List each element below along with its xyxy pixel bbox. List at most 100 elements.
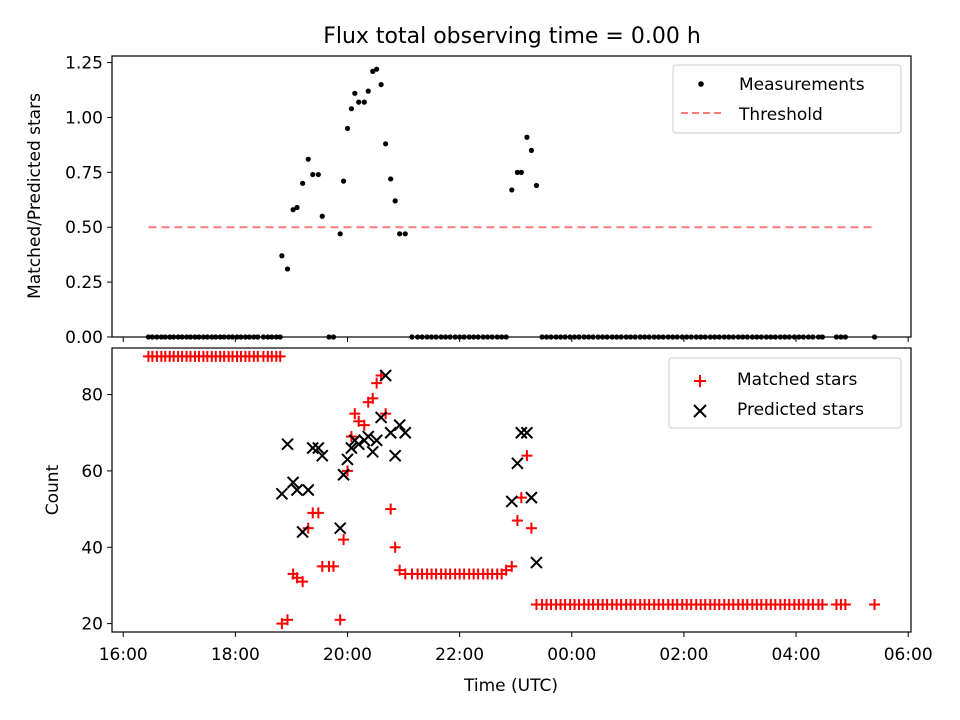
measurement-point	[656, 334, 662, 340]
matched-star-point	[297, 576, 309, 588]
measurement-point	[397, 231, 403, 237]
measurement-point	[670, 334, 676, 340]
predicted-star-point	[515, 426, 528, 439]
x-axis-label: Time (UTC)	[463, 676, 558, 696]
top-legend-box	[672, 64, 902, 134]
matched-star-point	[334, 614, 346, 626]
matched-star-point	[515, 492, 527, 504]
measurement-point	[471, 334, 477, 340]
measurement-point	[499, 334, 505, 340]
measurement-point	[452, 334, 458, 340]
measurement-point	[284, 266, 291, 272]
measurement-point	[221, 334, 227, 340]
predicted-star-point	[281, 437, 294, 451]
measurement-point	[716, 334, 722, 340]
measurement-point	[171, 334, 177, 340]
top-y-tick-label: 1.00	[65, 108, 103, 128]
bottom-y-tick-label: 60	[81, 462, 103, 482]
bottom-y-tick-label: 20	[81, 615, 103, 635]
measurement-point	[600, 334, 606, 340]
top-ticks: 0.00 0.25 0.50 0.75 1.00 1.25	[65, 54, 909, 348]
measurement-point	[815, 334, 822, 340]
predicted-star-point	[345, 441, 358, 455]
measurement-point	[251, 334, 257, 340]
measurement-point	[833, 334, 840, 340]
measurement-point	[758, 334, 764, 340]
measurement-point	[234, 334, 240, 340]
predicted-star-point	[337, 468, 350, 481]
predicted-star-point	[374, 411, 388, 424]
measurement-point	[361, 99, 367, 105]
measurement-point	[187, 334, 194, 340]
measurement-point	[489, 334, 495, 340]
bottom-axes-frame	[111, 347, 912, 633]
measurement-point	[623, 334, 629, 340]
x-tick-label: 16:00	[99, 645, 148, 665]
measurement-point	[269, 334, 275, 340]
matched-star-point	[389, 541, 401, 553]
top-y-tick-label: 0.25	[65, 273, 103, 293]
measurement-point	[646, 334, 652, 340]
measurement-point	[782, 334, 788, 340]
measurement-point	[158, 334, 164, 340]
top-y-tick-label: 1.25	[65, 54, 103, 74]
bottom-ticks: 20 40 60 80 16:00 18:00 20:00 22:00 00:00 02:00 04…	[81, 386, 932, 665]
bottom-y-tick-label: 40	[81, 538, 103, 558]
x-tick-label: 22:00	[435, 645, 484, 665]
measurement-point	[557, 334, 564, 340]
measurement-point	[370, 68, 376, 74]
matched-star-point	[358, 419, 370, 431]
measurement-point	[609, 334, 615, 340]
measurement-point	[674, 334, 680, 340]
measurement-point	[571, 334, 578, 340]
predicted-star-point	[312, 441, 325, 455]
measurement-point	[414, 334, 421, 340]
measurement-point	[294, 204, 300, 211]
predicted-star-point	[379, 369, 392, 382]
matched-star-point	[525, 522, 537, 534]
matched-star-point	[500, 564, 512, 576]
bottom-legend-box	[668, 357, 902, 429]
measurement-point	[424, 334, 430, 340]
measurement-point	[388, 176, 394, 182]
measurement-point	[461, 334, 467, 340]
measurement-point	[319, 213, 325, 219]
measurement-point	[539, 334, 545, 340]
measurement-point	[310, 171, 316, 178]
measurement-point	[260, 334, 266, 340]
measurement-point	[279, 253, 285, 259]
measurement-point	[819, 334, 826, 340]
measurement-point	[466, 334, 472, 340]
measurement-point	[419, 334, 425, 340]
measurement-point	[665, 334, 671, 340]
measurement-point	[175, 334, 181, 340]
measurement-point	[246, 334, 252, 340]
measurement-point	[744, 334, 750, 340]
measurement-point	[154, 334, 160, 340]
measurement-point	[509, 187, 515, 193]
measurement-point	[842, 334, 848, 340]
measurement-point	[707, 334, 713, 340]
measurement-point	[204, 334, 210, 340]
measurement-point	[480, 334, 486, 340]
x-tick-label: 00:00	[547, 645, 596, 665]
measurement-point	[651, 334, 657, 340]
x-tick-label: 02:00	[659, 645, 708, 665]
measurement-point	[242, 334, 249, 340]
bottom-y-tick-label: 80	[81, 386, 103, 406]
matched-star-point	[312, 507, 324, 519]
measurement-point	[149, 334, 155, 340]
measurement-point	[698, 334, 704, 340]
measurement-point	[524, 134, 530, 140]
measurement-point	[660, 334, 666, 340]
measurement-point	[528, 147, 535, 153]
measurement-point	[356, 99, 362, 105]
measurement-point	[604, 334, 610, 340]
measurement-point	[628, 334, 634, 340]
predicted-star-point	[525, 491, 538, 504]
measurement-point	[447, 334, 453, 340]
measurement-point	[871, 334, 878, 340]
measurement-point	[791, 334, 797, 340]
measurement-point	[277, 334, 283, 340]
measurement-point	[383, 141, 389, 147]
